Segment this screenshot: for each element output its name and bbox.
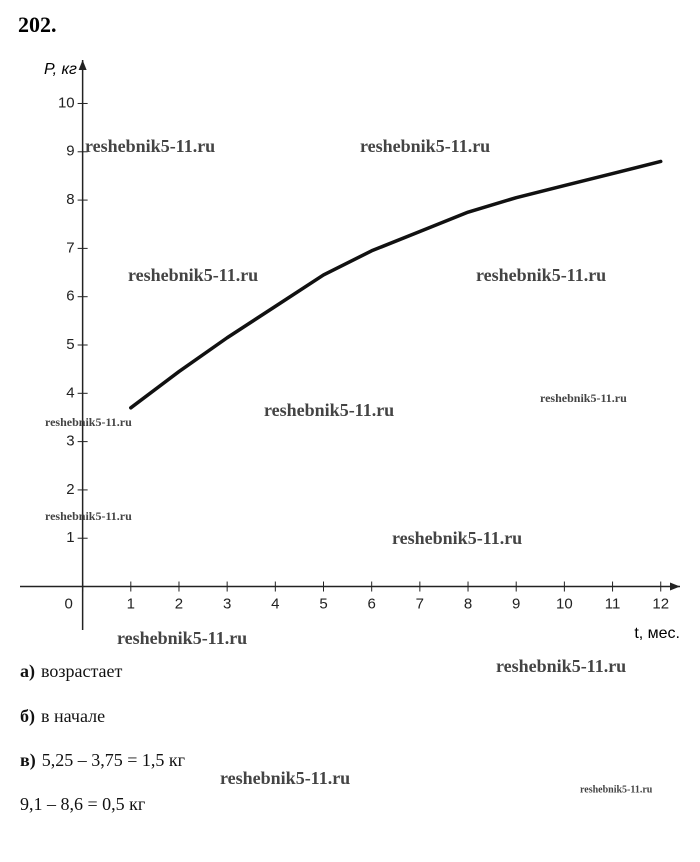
- x-tick-label: 11: [605, 595, 621, 612]
- y-tick-label: 8: [66, 191, 74, 208]
- y-tick-label: 2: [66, 481, 74, 498]
- answer-text: 5,25 – 3,75 = 1,5 кг: [42, 750, 185, 770]
- y-tick-label: 3: [66, 433, 74, 450]
- watermark: reshebnik5-11.ru: [128, 265, 258, 285]
- watermark: reshebnik5-11.ru: [476, 265, 606, 285]
- x-tick-label: 7: [416, 595, 424, 612]
- x-tick-label: 6: [368, 595, 376, 612]
- answer-text: 9,1 – 8,6 = 0,5 кг: [20, 794, 145, 814]
- x-tick-label: 4: [271, 595, 279, 612]
- curve: [129, 159, 663, 410]
- x-tick-label: 3: [223, 595, 231, 612]
- y-tick-label: 10: [58, 94, 75, 111]
- y-tick-label: 5: [66, 336, 74, 353]
- watermark: reshebnik5-11.ru: [85, 136, 215, 156]
- x-tick-label: 9: [512, 595, 520, 612]
- watermark: reshebnik5-11.ru: [580, 784, 653, 795]
- x-axis-arrow: [670, 582, 680, 591]
- watermark: reshebnik5-11.ru: [540, 391, 627, 405]
- watermark: reshebnik5-11.ru: [392, 528, 522, 548]
- x-tick-label: 0: [64, 595, 72, 612]
- watermark: reshebnik5-11.ru: [264, 400, 394, 420]
- answer-label: б): [20, 706, 35, 727]
- y-tick-label: 4: [66, 384, 74, 401]
- x-tick-label: 10: [556, 595, 573, 612]
- y-tick-label: 7: [66, 239, 74, 256]
- y-tick-label: 6: [66, 288, 74, 305]
- answer: 9,1 – 8,6 = 0,5 кг: [20, 794, 145, 814]
- answer: а) возрастает: [20, 661, 123, 682]
- x-tick-label: 8: [464, 595, 472, 612]
- y-axis-label: P, кг: [44, 61, 77, 78]
- x-tick-label: 5: [319, 595, 327, 612]
- watermark: reshebnik5-11.ru: [360, 136, 490, 156]
- answer: б) в начале: [20, 706, 105, 727]
- watermark: reshebnik5-11.ru: [45, 509, 132, 523]
- watermark: reshebnik5-11.ru: [45, 415, 132, 429]
- x-tick-label: 1: [127, 595, 135, 612]
- answer-label: а): [20, 661, 35, 682]
- y-tick-label: 9: [66, 143, 74, 160]
- answer-text: возрастает: [41, 661, 123, 681]
- x-tick-label: 2: [175, 595, 183, 612]
- x-axis-label: t, мес.: [634, 625, 680, 642]
- problem-number: 202.: [18, 12, 57, 37]
- answer-label: в): [20, 750, 36, 771]
- y-tick-label: 1: [66, 529, 74, 546]
- answer: в) 5,25 – 3,75 = 1,5 кг: [20, 750, 185, 771]
- watermark: reshebnik5-11.ru: [220, 768, 350, 788]
- y-axis-arrow: [78, 60, 87, 70]
- x-tick-label: 12: [652, 595, 669, 612]
- answer-text: в начале: [41, 706, 105, 726]
- watermark: reshebnik5-11.ru: [117, 628, 247, 648]
- watermark: reshebnik5-11.ru: [496, 656, 626, 676]
